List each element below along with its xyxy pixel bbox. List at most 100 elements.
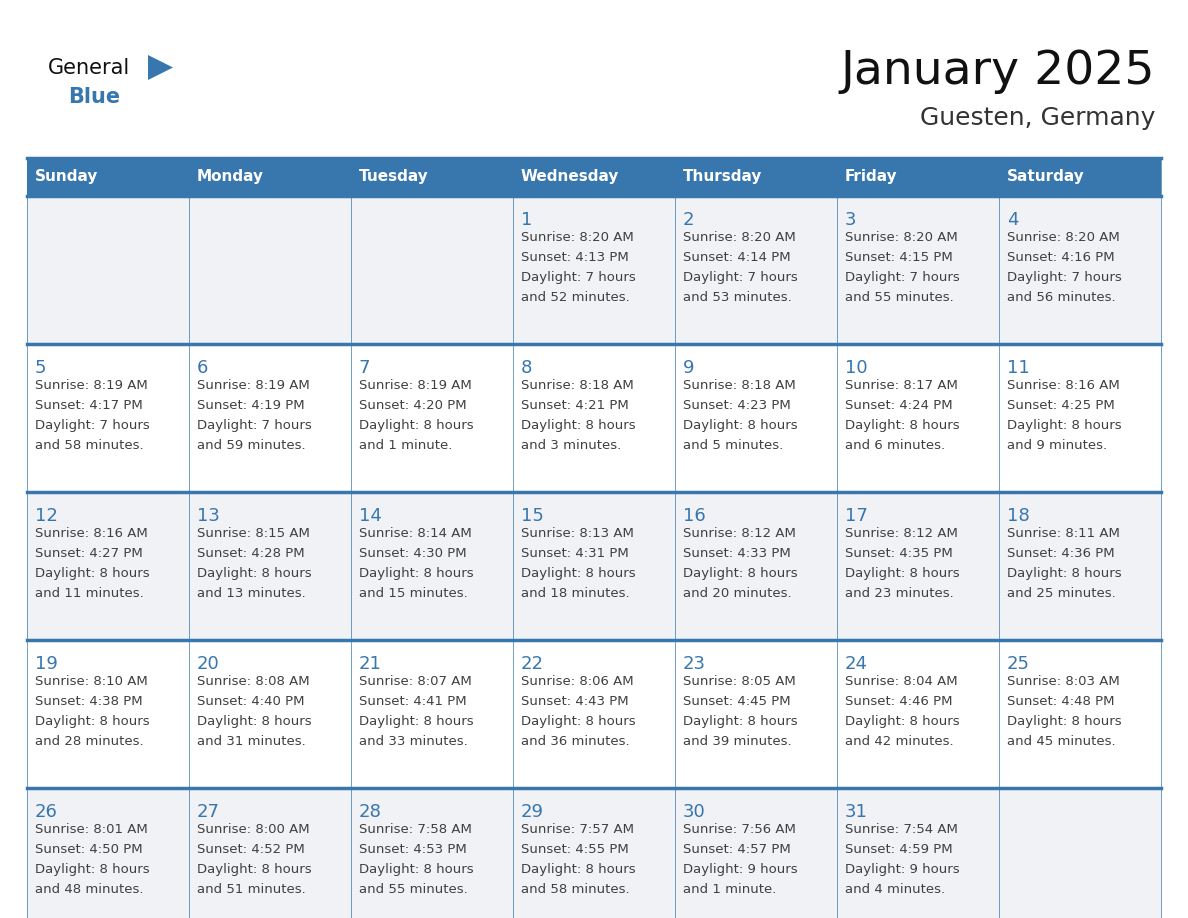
Text: Sunset: 4:45 PM: Sunset: 4:45 PM xyxy=(683,695,791,708)
Bar xyxy=(838,344,999,492)
Text: 29: 29 xyxy=(522,803,544,821)
Bar xyxy=(350,196,513,344)
Text: Sunrise: 8:20 AM: Sunrise: 8:20 AM xyxy=(522,231,633,244)
Bar xyxy=(27,640,189,788)
Bar xyxy=(999,344,1161,492)
Text: and 58 minutes.: and 58 minutes. xyxy=(522,883,630,896)
Text: Sunrise: 7:57 AM: Sunrise: 7:57 AM xyxy=(522,823,634,836)
Text: and 1 minute.: and 1 minute. xyxy=(359,439,453,452)
Text: 20: 20 xyxy=(197,655,220,673)
Text: 12: 12 xyxy=(34,507,58,525)
Text: 9: 9 xyxy=(683,359,695,377)
Text: 25: 25 xyxy=(1007,655,1030,673)
Text: Sunrise: 7:58 AM: Sunrise: 7:58 AM xyxy=(359,823,472,836)
Text: Sunset: 4:55 PM: Sunset: 4:55 PM xyxy=(522,843,628,856)
Text: Daylight: 8 hours: Daylight: 8 hours xyxy=(522,715,636,728)
Text: 3: 3 xyxy=(845,211,857,229)
Bar xyxy=(675,158,838,196)
Text: Daylight: 8 hours: Daylight: 8 hours xyxy=(522,567,636,580)
Text: Sunrise: 8:03 AM: Sunrise: 8:03 AM xyxy=(1007,675,1120,688)
Text: Thursday: Thursday xyxy=(683,170,763,185)
Bar xyxy=(27,344,189,492)
Text: Sunrise: 8:19 AM: Sunrise: 8:19 AM xyxy=(359,379,472,392)
Bar xyxy=(999,196,1161,344)
Bar xyxy=(513,196,675,344)
Text: Blue: Blue xyxy=(68,87,120,107)
Bar xyxy=(513,788,675,918)
Text: Sunrise: 8:18 AM: Sunrise: 8:18 AM xyxy=(683,379,796,392)
Text: Sunday: Sunday xyxy=(34,170,99,185)
Text: Sunset: 4:38 PM: Sunset: 4:38 PM xyxy=(34,695,143,708)
Text: Sunset: 4:17 PM: Sunset: 4:17 PM xyxy=(34,399,143,412)
Bar xyxy=(350,492,513,640)
Text: Sunrise: 8:20 AM: Sunrise: 8:20 AM xyxy=(845,231,958,244)
Text: Sunset: 4:30 PM: Sunset: 4:30 PM xyxy=(359,547,467,560)
Text: Sunset: 4:40 PM: Sunset: 4:40 PM xyxy=(197,695,304,708)
Text: Daylight: 8 hours: Daylight: 8 hours xyxy=(359,715,474,728)
Text: 11: 11 xyxy=(1007,359,1030,377)
Polygon shape xyxy=(148,55,173,80)
Text: Sunset: 4:13 PM: Sunset: 4:13 PM xyxy=(522,251,628,264)
Text: Sunset: 4:36 PM: Sunset: 4:36 PM xyxy=(1007,547,1114,560)
Text: 23: 23 xyxy=(683,655,706,673)
Text: Daylight: 8 hours: Daylight: 8 hours xyxy=(522,863,636,876)
Bar xyxy=(189,158,350,196)
Text: and 3 minutes.: and 3 minutes. xyxy=(522,439,621,452)
Text: Friday: Friday xyxy=(845,170,898,185)
Text: Sunset: 4:21 PM: Sunset: 4:21 PM xyxy=(522,399,628,412)
Text: Sunrise: 8:08 AM: Sunrise: 8:08 AM xyxy=(197,675,310,688)
Text: Sunset: 4:25 PM: Sunset: 4:25 PM xyxy=(1007,399,1114,412)
Text: Daylight: 7 hours: Daylight: 7 hours xyxy=(197,419,311,432)
Text: 31: 31 xyxy=(845,803,868,821)
Text: Daylight: 8 hours: Daylight: 8 hours xyxy=(845,715,960,728)
Text: Daylight: 8 hours: Daylight: 8 hours xyxy=(34,715,150,728)
Bar xyxy=(189,344,350,492)
Text: Daylight: 8 hours: Daylight: 8 hours xyxy=(359,863,474,876)
Text: Daylight: 9 hours: Daylight: 9 hours xyxy=(845,863,960,876)
Text: and 56 minutes.: and 56 minutes. xyxy=(1007,291,1116,304)
Text: Daylight: 8 hours: Daylight: 8 hours xyxy=(359,567,474,580)
Text: Daylight: 8 hours: Daylight: 8 hours xyxy=(1007,567,1121,580)
Bar xyxy=(838,196,999,344)
Text: January 2025: January 2025 xyxy=(840,50,1155,95)
Text: Sunset: 4:46 PM: Sunset: 4:46 PM xyxy=(845,695,953,708)
Text: Sunset: 4:15 PM: Sunset: 4:15 PM xyxy=(845,251,953,264)
Text: and 9 minutes.: and 9 minutes. xyxy=(1007,439,1107,452)
Bar xyxy=(189,492,350,640)
Text: Sunrise: 8:18 AM: Sunrise: 8:18 AM xyxy=(522,379,633,392)
Text: Tuesday: Tuesday xyxy=(359,170,429,185)
Text: and 33 minutes.: and 33 minutes. xyxy=(359,735,468,748)
Bar xyxy=(189,196,350,344)
Text: 26: 26 xyxy=(34,803,58,821)
Text: Daylight: 8 hours: Daylight: 8 hours xyxy=(683,567,797,580)
Text: and 20 minutes.: and 20 minutes. xyxy=(683,587,791,600)
Text: Sunrise: 8:15 AM: Sunrise: 8:15 AM xyxy=(197,527,310,540)
Bar xyxy=(999,158,1161,196)
Text: Sunrise: 7:54 AM: Sunrise: 7:54 AM xyxy=(845,823,958,836)
Bar xyxy=(999,492,1161,640)
Text: Sunrise: 8:20 AM: Sunrise: 8:20 AM xyxy=(1007,231,1120,244)
Text: 7: 7 xyxy=(359,359,371,377)
Text: Sunset: 4:19 PM: Sunset: 4:19 PM xyxy=(197,399,304,412)
Text: 21: 21 xyxy=(359,655,381,673)
Text: Sunset: 4:43 PM: Sunset: 4:43 PM xyxy=(522,695,628,708)
Text: Daylight: 9 hours: Daylight: 9 hours xyxy=(683,863,797,876)
Bar xyxy=(675,788,838,918)
Text: Daylight: 8 hours: Daylight: 8 hours xyxy=(197,567,311,580)
Bar xyxy=(350,344,513,492)
Text: Sunset: 4:14 PM: Sunset: 4:14 PM xyxy=(683,251,791,264)
Text: and 55 minutes.: and 55 minutes. xyxy=(359,883,468,896)
Text: 2: 2 xyxy=(683,211,695,229)
Text: Monday: Monday xyxy=(197,170,264,185)
Bar xyxy=(350,788,513,918)
Text: Sunset: 4:50 PM: Sunset: 4:50 PM xyxy=(34,843,143,856)
Text: 10: 10 xyxy=(845,359,867,377)
Text: 5: 5 xyxy=(34,359,46,377)
Text: and 42 minutes.: and 42 minutes. xyxy=(845,735,954,748)
Text: Sunset: 4:52 PM: Sunset: 4:52 PM xyxy=(197,843,305,856)
Text: Sunset: 4:59 PM: Sunset: 4:59 PM xyxy=(845,843,953,856)
Text: Sunrise: 8:16 AM: Sunrise: 8:16 AM xyxy=(34,527,147,540)
Text: and 23 minutes.: and 23 minutes. xyxy=(845,587,954,600)
Text: Sunrise: 8:06 AM: Sunrise: 8:06 AM xyxy=(522,675,633,688)
Text: Wednesday: Wednesday xyxy=(522,170,619,185)
